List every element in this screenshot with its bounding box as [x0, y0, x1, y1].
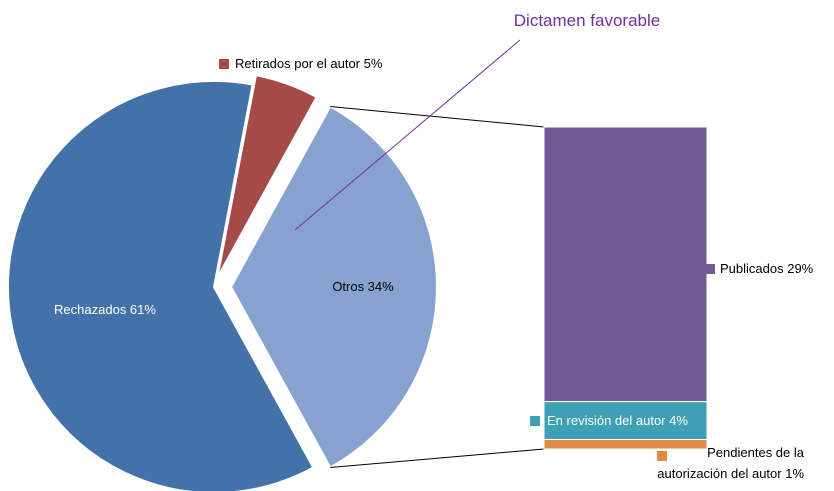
- stacked-bar: [543, 126, 708, 450]
- bar-segment-0: [543, 126, 708, 403]
- label-otros: Otros 34%: [332, 279, 394, 294]
- legend-key-publicados: [705, 264, 715, 274]
- connector-top: [330, 105, 545, 128]
- legend-key-en-revision: [530, 416, 540, 426]
- annotation-dictamen-favorable: Dictamen favorable: [514, 11, 660, 30]
- label-en-revision: En revisión del autor 4%: [547, 413, 688, 428]
- label-publicados: Publicados 29%: [720, 261, 814, 276]
- legend-key-retirados: [219, 59, 229, 69]
- connector-bottom: [330, 448, 545, 469]
- annotation-leader-line: [294, 39, 521, 231]
- bar-segment-2: [543, 439, 708, 450]
- label-rechazados: Rechazados 61%: [54, 302, 156, 317]
- pie: [7, 74, 438, 491]
- pie-slice-otros: [229, 105, 438, 469]
- label-pendientes-line-2: autorización del autor 1%: [657, 466, 804, 481]
- pie-slice-retirados: [216, 74, 318, 279]
- labels: Rechazados 61% Retirados por el autor 5%…: [54, 11, 814, 481]
- label-pendientes-line-1: Pendientes de la: [707, 445, 805, 460]
- legend-key-pendientes: [657, 451, 667, 461]
- label-retirados: Retirados por el autor 5%: [235, 56, 383, 71]
- connector-lines: [330, 105, 545, 469]
- bar-segment-1: [543, 401, 708, 441]
- pie-slice-rechazados: [7, 80, 315, 491]
